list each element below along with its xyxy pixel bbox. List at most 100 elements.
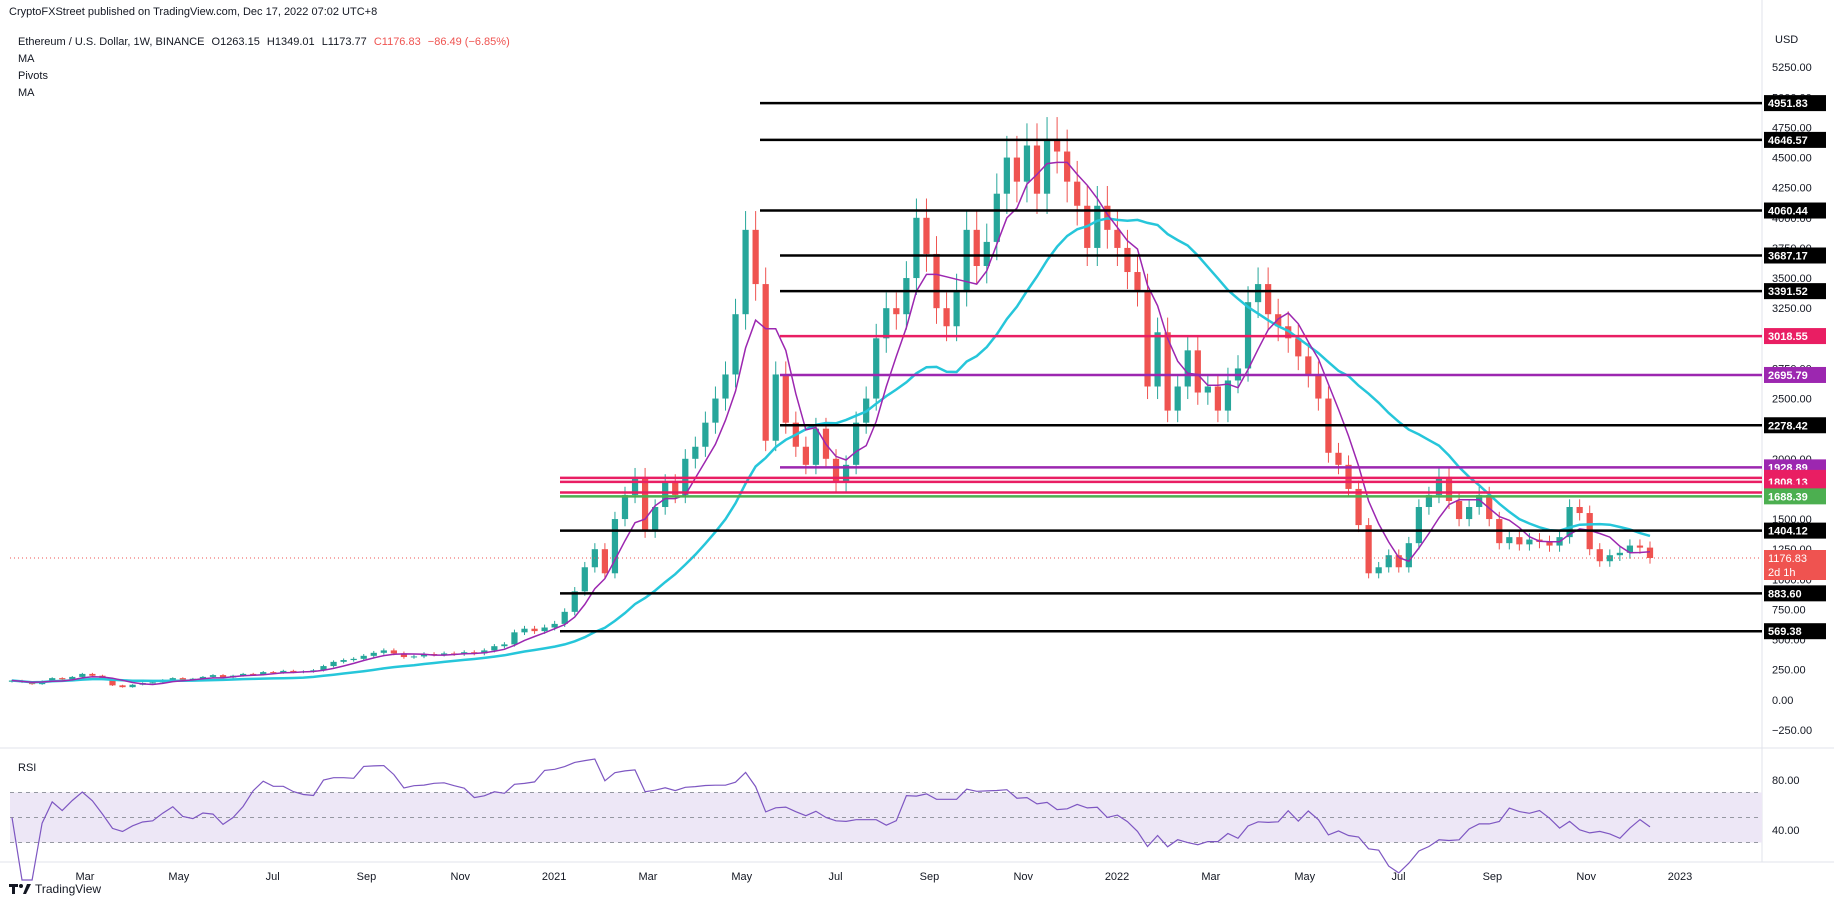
candle-body: [219, 675, 227, 678]
candle-body: [420, 654, 428, 657]
candle-body: [1435, 476, 1443, 495]
candle-body: [129, 684, 136, 688]
candle-body: [1395, 555, 1402, 568]
candle-body: [1124, 247, 1131, 273]
high-value: H1349.01: [266, 36, 315, 48]
candle-body: [1476, 494, 1483, 508]
candle-body: [179, 678, 186, 681]
candle-body: [1214, 386, 1222, 411]
candle-body: [973, 229, 980, 267]
level-price-tag: [1764, 202, 1826, 219]
candle-body: [1486, 494, 1493, 520]
level-price-tag: [1764, 247, 1826, 264]
attribution-text: CryptoFXStreet published on TradingView.…: [9, 6, 378, 18]
candle-body: [240, 673, 247, 676]
candle-body: [1315, 374, 1322, 399]
x-tick-label: Nov: [1576, 871, 1596, 883]
candle-body: [1566, 507, 1573, 538]
x-tick-label: 2023: [1668, 871, 1692, 883]
candle-body: [1445, 476, 1453, 501]
close-value: C1176.83: [373, 36, 421, 48]
rsi-tick-label: 40.00: [1772, 825, 1800, 837]
candle-body: [873, 338, 880, 399]
candle-body: [1114, 229, 1121, 248]
y-tick-label: 5250.00: [1772, 62, 1812, 74]
candle-body: [1254, 284, 1262, 303]
candle-body: [1516, 537, 1523, 545]
candle-body: [521, 628, 528, 633]
level-price-tag: [1764, 623, 1826, 640]
candle-body: [59, 678, 66, 680]
indicator-ma-1[interactable]: MA: [18, 53, 35, 65]
level-price-tag: [1764, 95, 1826, 112]
level-price-tag: [1764, 328, 1826, 345]
candle-body: [290, 670, 297, 673]
y-tick-label: −250.00: [1772, 725, 1812, 737]
candle-body: [491, 646, 498, 651]
level-price-tag: [1764, 366, 1826, 383]
tradingview-footer[interactable]: TradingView: [9, 882, 101, 896]
candle-body: [109, 679, 116, 686]
candle-body: [742, 229, 749, 315]
candle-body: [1385, 555, 1392, 568]
candle-body: [49, 678, 56, 682]
indicator-ma-2[interactable]: MA: [18, 87, 35, 99]
candle-body: [561, 611, 568, 624]
candle-body: [350, 658, 357, 661]
candle-countdown-label: 2d 1h: [1768, 567, 1796, 579]
level-price-label: 569.38: [1768, 626, 1802, 638]
indicator-pivots[interactable]: Pivots: [18, 70, 48, 82]
rsi-title: RSI: [18, 762, 37, 774]
candle-body: [280, 670, 287, 673]
x-tick-label: Sep: [920, 871, 940, 883]
candle-body: [1154, 332, 1161, 387]
candle-body: [481, 650, 488, 654]
candle-body: [933, 253, 940, 309]
candle-body: [1053, 139, 1061, 152]
y-tick-label: 3250.00: [1772, 303, 1812, 315]
level-price-label: 4060.44: [1768, 206, 1809, 218]
x-tick-label: Sep: [1483, 871, 1503, 883]
x-tick-label: Mar: [1201, 871, 1220, 883]
candle-body: [772, 374, 779, 441]
rsi-band: [10, 792, 1762, 843]
candle-body: [1606, 555, 1613, 562]
candle-body: [320, 666, 327, 671]
candle-body: [883, 308, 890, 339]
candle-body: [963, 229, 970, 291]
candle-body: [511, 632, 518, 645]
x-tick-label: Mar: [76, 871, 95, 883]
y-tick-label: 250.00: [1772, 665, 1806, 677]
x-tick-label: 2022: [1105, 871, 1129, 883]
candle-body: [501, 644, 508, 647]
level-price-label: 3018.55: [1768, 331, 1808, 343]
candle-body: [631, 476, 639, 495]
candle-body: [1174, 386, 1181, 411]
candle-body: [672, 482, 679, 495]
candle-body: [983, 241, 990, 267]
candle-body: [260, 672, 267, 675]
x-tick-label: Sep: [357, 871, 377, 883]
level-price-label: 3391.52: [1768, 286, 1808, 298]
candle-body: [832, 458, 840, 483]
candle-body: [440, 653, 448, 655]
candle-body: [1616, 552, 1623, 556]
currency-label: USD: [1775, 34, 1799, 46]
candle-body: [1074, 181, 1081, 206]
level-price-label: 883.60: [1768, 588, 1802, 600]
candle-body: [943, 308, 950, 327]
symbol-title[interactable]: Ethereum / U.S. Dollar, 1W, BINANCE: [18, 36, 205, 48]
candle-body: [360, 655, 367, 659]
candle-body: [1636, 545, 1644, 548]
level-price-tag: [1764, 131, 1826, 148]
candle-body: [380, 650, 387, 653]
y-tick-label: 3500.00: [1772, 273, 1812, 285]
level-price-label: 1404.12: [1768, 526, 1808, 538]
level-price-tag: [1764, 522, 1826, 539]
level-price-label: 2695.79: [1768, 370, 1808, 382]
candle-body: [953, 290, 960, 327]
candle-body: [1646, 547, 1654, 559]
candle-body: [1405, 543, 1412, 568]
candle-body: [601, 549, 609, 574]
